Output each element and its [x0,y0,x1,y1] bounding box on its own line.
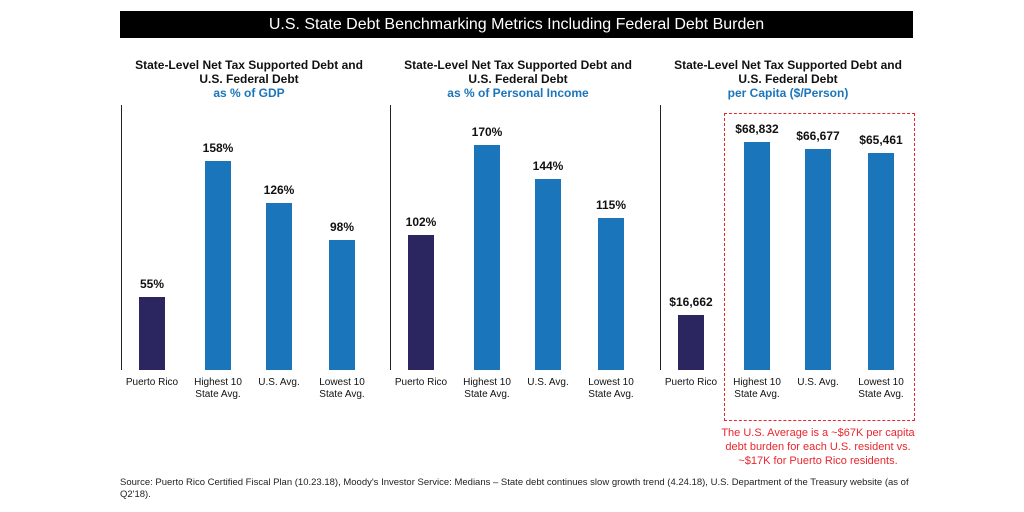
chart-subtitle: per Capita ($/Person) [727,86,849,100]
value-label: $65,461 [859,133,903,148]
x-tick-label: Lowest 10 State Avg. [858,377,904,400]
bar [598,217,624,370]
bar [408,234,434,370]
bar [329,240,355,370]
bar [678,314,704,370]
value-label: 170% [471,124,503,139]
page-title: U.S. State Debt Benchmarking Metrics Inc… [120,11,913,38]
chart-title: State-Level Net Tax Supported Debt and U… [674,58,902,86]
y-axis [660,105,661,370]
bar [535,179,561,370]
x-tick-label: U.S. Avg. [527,377,569,388]
y-axis [390,105,391,370]
value-label: 144% [532,159,564,174]
bar [474,144,500,370]
x-tick-label: Highest 10 State Avg. [463,377,511,400]
highlight-box [724,113,915,421]
bar [805,149,831,370]
x-tick-label: Puerto Rico [125,377,179,388]
x-tick-label: Puerto Rico [664,377,718,388]
chart-subtitle: as % of Personal Income [447,86,589,100]
bar [744,141,770,370]
x-tick-label: Puerto Rico [394,377,448,388]
chart-title: State-Level Net Tax Supported Debt and U… [404,58,632,86]
x-tick-label: U.S. Avg. [797,377,839,388]
value-label: $68,832 [735,121,779,136]
x-tick-label: Lowest 10 State Avg. [588,377,634,400]
bar [139,297,165,370]
bar [868,153,894,370]
value-label: 55% [139,277,165,292]
value-label: $66,677 [796,129,840,144]
value-label: 102% [405,214,437,229]
value-label: $16,662 [669,294,713,309]
chart-subtitle: as % of GDP [213,86,285,100]
bar [205,160,231,370]
source-note: Source: Puerto Rico Certified Fiscal Pla… [120,477,909,500]
value-label: 126% [263,183,295,198]
y-axis [121,105,122,370]
bar [266,203,292,370]
annotation: The U.S. Average is a ~$67K per capita d… [721,427,915,467]
x-tick-label: Highest 10 State Avg. [194,377,242,400]
x-tick-label: Highest 10 State Avg. [733,377,781,400]
x-tick-label: U.S. Avg. [258,377,300,388]
value-label: 115% [595,197,627,212]
value-label: 98% [329,220,355,235]
value-label: 158% [202,140,234,155]
chart-title: State-Level Net Tax Supported Debt and U… [135,58,363,86]
x-tick-label: Lowest 10 State Avg. [319,377,365,400]
